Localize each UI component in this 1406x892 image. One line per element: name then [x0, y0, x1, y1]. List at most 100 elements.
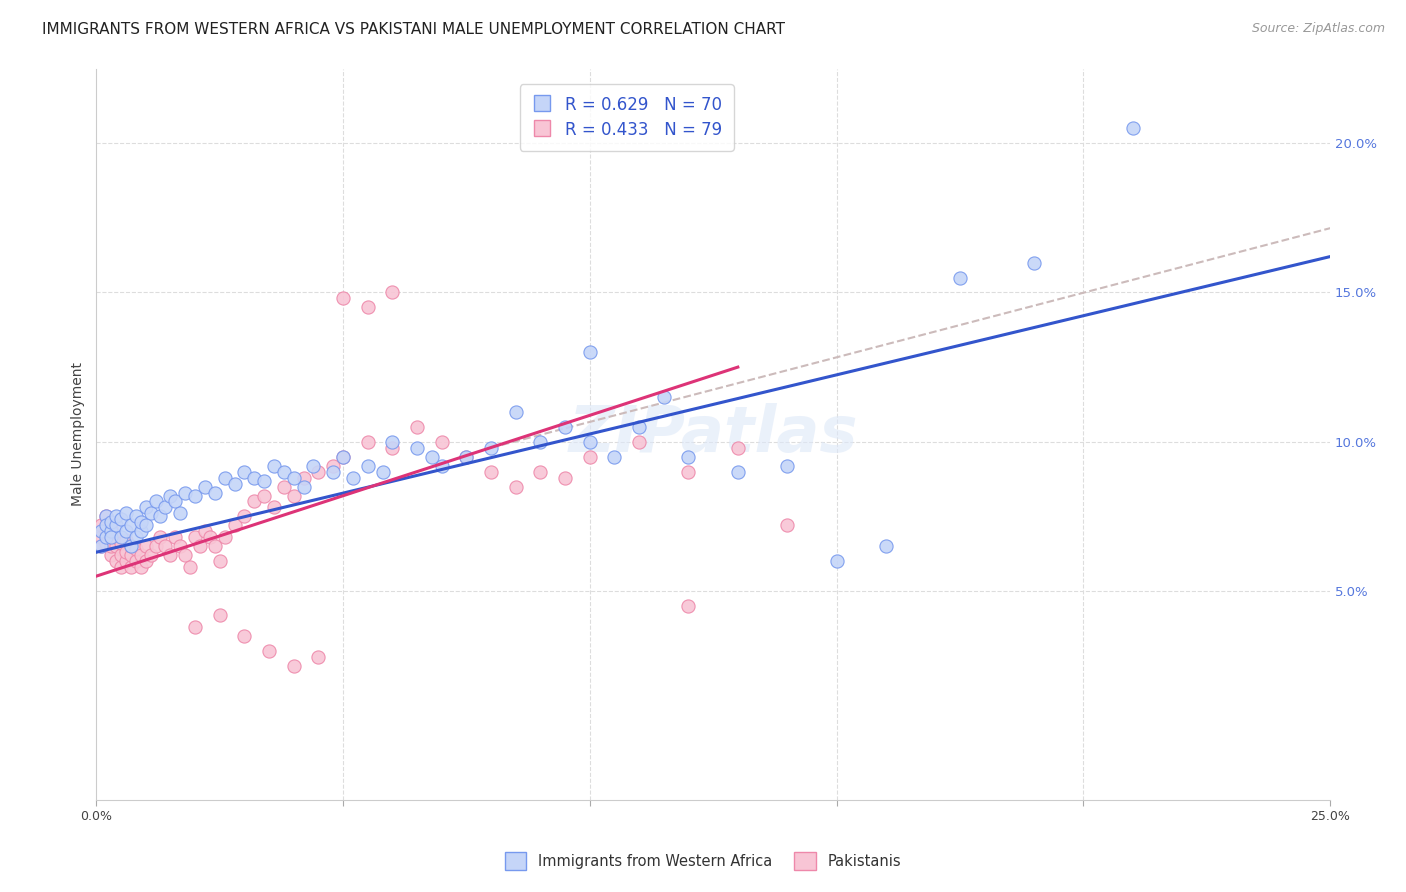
Point	[727, 441, 749, 455]
Point	[129, 560, 152, 574]
Point	[253, 474, 276, 488]
Point	[135, 500, 157, 515]
Point	[381, 441, 404, 455]
Point	[505, 405, 527, 419]
Point	[105, 509, 128, 524]
Point	[194, 479, 217, 493]
Point	[949, 270, 972, 285]
Point	[120, 518, 142, 533]
Point	[145, 494, 167, 508]
Point	[115, 533, 138, 548]
Point	[90, 524, 112, 539]
Point	[214, 470, 236, 484]
Point	[198, 530, 221, 544]
Point	[159, 548, 181, 562]
Point	[430, 458, 453, 473]
Point	[381, 434, 404, 449]
Point	[283, 488, 305, 502]
Legend: R = 0.629   N = 70, R = 0.433   N = 79: R = 0.629 N = 70, R = 0.433 N = 79	[520, 84, 734, 151]
Point	[179, 560, 201, 574]
Point	[578, 345, 600, 359]
Point	[233, 465, 256, 479]
Point	[273, 479, 295, 493]
Point	[149, 530, 172, 544]
Point	[243, 470, 266, 484]
Point	[678, 599, 700, 613]
Point	[554, 420, 576, 434]
Point	[273, 465, 295, 479]
Point	[875, 539, 897, 553]
Point	[110, 560, 132, 574]
Point	[96, 518, 118, 533]
Point	[135, 554, 157, 568]
Point	[90, 518, 112, 533]
Point	[135, 539, 157, 553]
Point	[100, 521, 122, 535]
Point	[174, 485, 197, 500]
Point	[342, 470, 364, 484]
Point	[149, 509, 172, 524]
Point	[214, 530, 236, 544]
Point	[110, 512, 132, 526]
Point	[105, 539, 128, 553]
Y-axis label: Male Unemployment: Male Unemployment	[72, 362, 86, 507]
Point	[100, 530, 122, 544]
Point	[129, 524, 152, 539]
Point	[174, 548, 197, 562]
Point	[253, 488, 276, 502]
Point	[578, 450, 600, 464]
Point	[381, 285, 404, 300]
Point	[554, 470, 576, 484]
Point	[184, 488, 207, 502]
Point	[224, 476, 246, 491]
Point	[139, 507, 162, 521]
Point	[100, 516, 122, 530]
Point	[90, 530, 112, 544]
Point	[322, 465, 344, 479]
Point	[1022, 255, 1045, 269]
Point	[188, 539, 211, 553]
Point	[678, 465, 700, 479]
Text: ZIPatlas: ZIPatlas	[568, 403, 858, 466]
Point	[263, 500, 285, 515]
Point	[420, 450, 443, 464]
Point	[96, 524, 118, 539]
Point	[307, 649, 329, 664]
Point	[332, 450, 354, 464]
Point	[169, 539, 191, 553]
Point	[727, 465, 749, 479]
Point	[307, 465, 329, 479]
Point	[357, 301, 380, 315]
Point	[135, 518, 157, 533]
Point	[302, 458, 325, 473]
Point	[224, 518, 246, 533]
Point	[100, 539, 122, 553]
Point	[155, 539, 177, 553]
Point	[115, 507, 138, 521]
Point	[263, 458, 285, 473]
Point	[204, 539, 226, 553]
Point	[115, 524, 138, 539]
Point	[139, 548, 162, 562]
Point	[194, 524, 217, 539]
Point	[96, 509, 118, 524]
Point	[283, 658, 305, 673]
Point	[100, 548, 122, 562]
Point	[120, 560, 142, 574]
Point	[332, 450, 354, 464]
Point	[90, 539, 112, 553]
Point	[125, 509, 148, 524]
Point	[169, 507, 191, 521]
Text: IMMIGRANTS FROM WESTERN AFRICA VS PAKISTANI MALE UNEMPLOYMENT CORRELATION CHART: IMMIGRANTS FROM WESTERN AFRICA VS PAKIST…	[42, 22, 785, 37]
Point	[165, 494, 187, 508]
Point	[96, 509, 118, 524]
Point	[529, 465, 551, 479]
Point	[776, 458, 799, 473]
Point	[129, 516, 152, 530]
Point	[105, 530, 128, 544]
Point	[678, 450, 700, 464]
Point	[120, 548, 142, 562]
Point	[100, 530, 122, 544]
Point	[129, 548, 152, 562]
Point	[105, 554, 128, 568]
